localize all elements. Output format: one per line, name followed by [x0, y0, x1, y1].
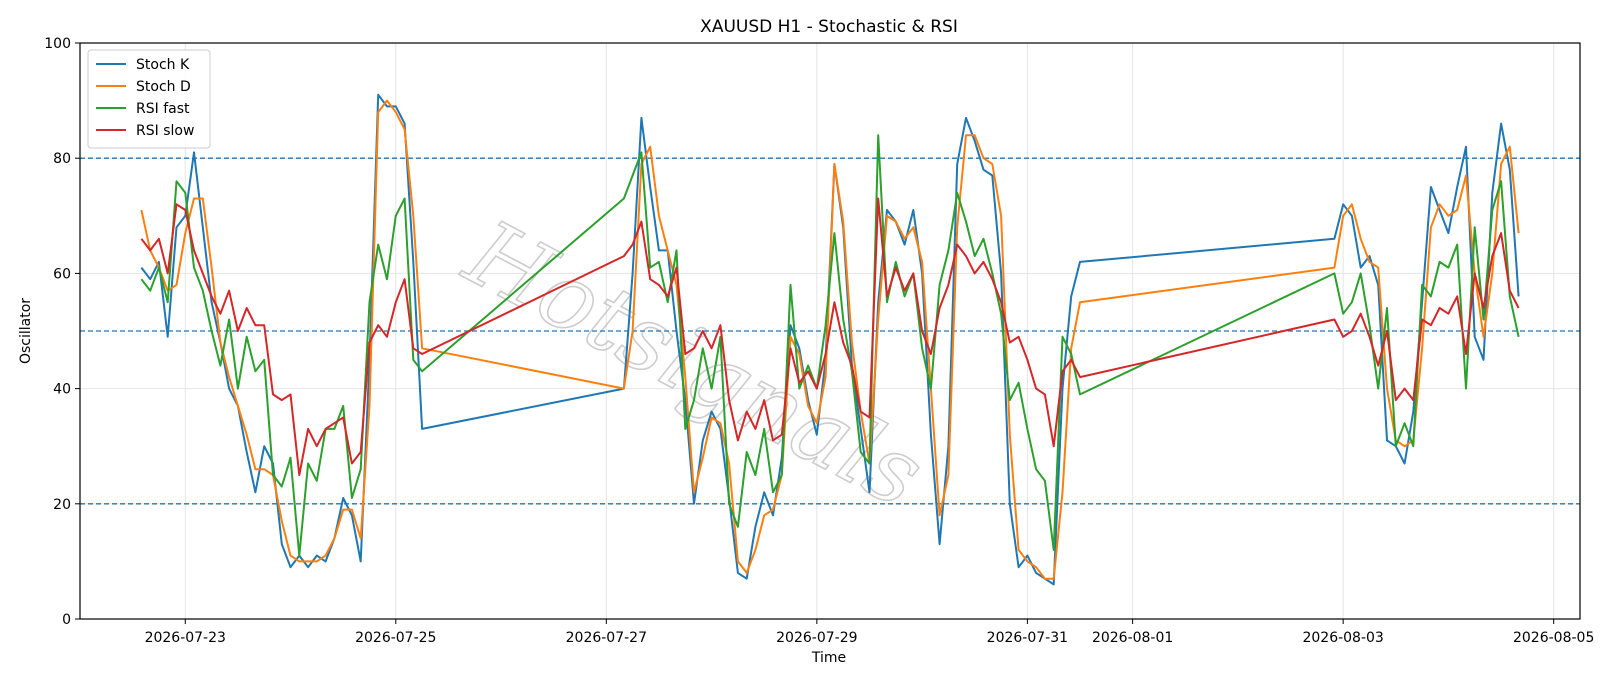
series-lines: [140, 93, 1520, 586]
x-axis-ticks: 2026-07-23 2026-07-25 2026-07-27 2026-07-29…: [145, 619, 1594, 646]
legend-label-rsi-fast: RSI fast: [136, 101, 190, 117]
legend-label-stoch-d: Stoch D: [136, 79, 191, 95]
y-tick-label: 0: [62, 612, 71, 628]
y-axis-ticks: 0 20 40 60 80 100: [44, 36, 80, 628]
y-axis-title: Oscillator: [18, 298, 34, 364]
y-tick-label: 80: [53, 151, 71, 167]
x-tick-label: 2026-07-25: [355, 630, 436, 646]
y-tick-label: 60: [53, 266, 71, 282]
y-tick-label: 40: [53, 382, 71, 398]
legend-box: [87, 49, 211, 149]
reference-lines: [80, 157, 1580, 505]
x-tick-label: 2026-08-01: [1092, 630, 1173, 646]
series-line-rsi-slow: [140, 197, 1520, 476]
y-tick-label: 100: [44, 36, 71, 52]
y-tick-label: 20: [53, 497, 71, 513]
legend-label-rsi-slow: RSI slow: [136, 123, 194, 139]
legend-label-stoch-k: Stoch K: [136, 57, 190, 73]
plot-frame: [79, 42, 1581, 620]
legend: Stoch K Stoch D RSI fast RSI slow: [87, 49, 211, 149]
x-tick-label: 2026-07-29: [776, 630, 857, 646]
x-tick-label: 2026-08-05: [1513, 630, 1594, 646]
x-tick-label: 2026-07-31: [987, 630, 1068, 646]
chart-title: XAUUSD H1 - Stochastic & RSI: [700, 17, 958, 37]
x-tick-label: 2026-07-23: [145, 630, 226, 646]
x-axis-title: Time: [811, 650, 846, 666]
x-tick-label: 2026-07-27: [566, 630, 647, 646]
series-line-stoch-d: [140, 99, 1520, 580]
x-tick-label: 2026-08-03: [1302, 630, 1383, 646]
